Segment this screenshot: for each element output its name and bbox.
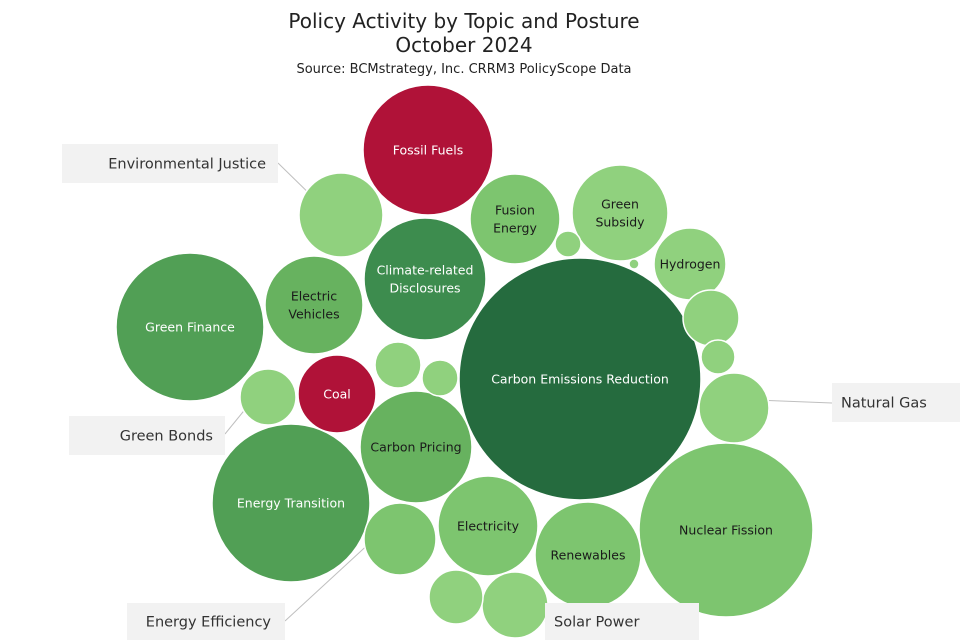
bubble-electricity[interactable] (437, 475, 539, 577)
bubble-solar-power[interactable] (481, 571, 549, 639)
callout-label-environmental-justice: Environmental Justice (108, 157, 266, 173)
bubble-label-renewables: Renewables (551, 548, 626, 563)
bubble-label-electricity: Electricity (457, 519, 520, 534)
bubble-natural-gas[interactable] (698, 372, 770, 444)
callout-box-green-bonds (69, 416, 225, 455)
bubble-coal[interactable] (297, 354, 377, 434)
bubble-small-21[interactable] (374, 341, 422, 389)
bubble-climate-related-disclosures[interactable] (363, 217, 487, 341)
bubble-energy-efficiency[interactable] (363, 502, 437, 576)
bubble-label-carbon-pricing: Carbon Pricing (370, 440, 461, 455)
bubble-label-energy-transition: Energy Transition (237, 496, 345, 511)
bubble-label-fusion-energy: Fusion Energy (493, 203, 537, 236)
bubble-label-fossil-fuels: Fossil Fuels (393, 143, 463, 158)
bubbles-group (115, 84, 814, 639)
bubble-nuclear-fission[interactable] (638, 442, 814, 618)
bubble-label-hydrogen: Hydrogen (660, 257, 721, 272)
bubble-energy-transition[interactable] (211, 423, 371, 583)
bubble-small-25[interactable] (428, 569, 484, 625)
bubble-electric-vehicles[interactable] (264, 255, 364, 355)
callout-label-energy-efficiency: Energy Efficiency (146, 615, 272, 631)
bubble-green-subsidy[interactable] (571, 164, 669, 262)
bubble-fusion-energy[interactable] (469, 173, 561, 265)
callout-box-energy-efficiency (127, 603, 285, 640)
bubble-label-electric-vehicles: Electric Vehicles (288, 289, 339, 322)
callout-label-green-bonds: Green Bonds (120, 429, 213, 445)
bubble-environmental-justice[interactable] (298, 172, 384, 258)
callout-label-solar-power: Solar Power (554, 615, 639, 631)
callouts-group: Environmental Justice Green Bonds Natural … (62, 144, 960, 640)
bubble-green-finance[interactable] (115, 252, 265, 402)
bubble-fossil-fuels[interactable] (362, 84, 494, 216)
bubble-label-climate-related-disclosures: Climate-related Disclosures (377, 263, 474, 296)
bubble-carbon-emissions-reduction[interactable] (458, 257, 702, 501)
callout-box-solar-power (545, 603, 699, 640)
bubble-label-carbon-emissions-reduction: Carbon Emissions Reduction (491, 372, 669, 387)
bubble-green-bonds[interactable] (239, 368, 297, 426)
bubble-label-nuclear-fission: Nuclear Fission (679, 523, 773, 538)
bubble-label-green-subsidy: Green Subsidy (595, 197, 645, 230)
chart-subtitle: October 2024 (395, 33, 532, 57)
callout-label-natural-gas: Natural Gas (841, 396, 927, 412)
callout-box-environmental-justice (62, 144, 278, 183)
bubble-small-24[interactable] (700, 339, 736, 375)
chart-title: Policy Activity by Topic and Posture (288, 9, 639, 33)
chart-source: Source: BCMstrategy, Inc. CRRM3 PolicySc… (296, 62, 631, 77)
bubble-label-green-finance: Green Finance (145, 320, 235, 335)
bubble-small-20[interactable] (628, 258, 640, 270)
callout-box-natural-gas (832, 383, 960, 422)
bubble-labels: Fossil Fuels Fusion Energy Green Subsidy Clim… (145, 143, 773, 563)
bubble-small-22[interactable] (421, 359, 459, 397)
bubble-carbon-pricing[interactable] (359, 390, 473, 504)
bubble-label-coal: Coal (323, 387, 351, 402)
bubble-small-23[interactable] (682, 289, 740, 347)
bubble-small-19[interactable] (554, 230, 582, 258)
